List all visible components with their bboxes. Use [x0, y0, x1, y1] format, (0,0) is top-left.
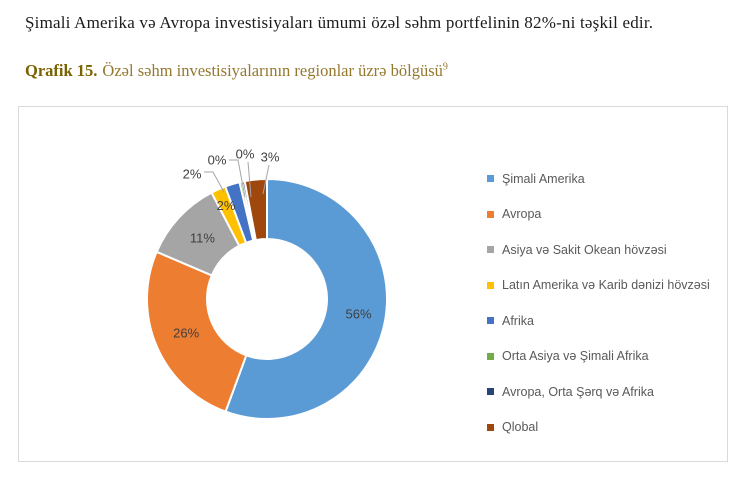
chart-caption: Qrafik 15. Özəl səhm investisiyalarının r…	[25, 61, 448, 81]
legend-label: Avropa, Orta Şərq və Afrika	[502, 384, 654, 399]
caption-number: Qrafik 15.	[25, 61, 98, 80]
legend-item-5: Orta Asiya və Şimali Afrika	[487, 339, 710, 375]
legend-swatch-icon	[487, 246, 494, 254]
legend-label: Latın Amerika və Karib dənizi hövzəsi	[502, 278, 710, 293]
donut-chart: 56% 26% 11% 2% 2% 0% 0% 3%	[146, 146, 388, 420]
leader-line-4	[204, 171, 225, 193]
legend-item-6: Avropa, Orta Şərq və Afrika	[487, 374, 710, 410]
slice-label-3: 2%	[217, 198, 236, 213]
donut-slice-0	[224, 177, 388, 420]
legend-swatch-icon	[487, 352, 494, 360]
legend-swatch-icon	[487, 317, 494, 325]
legend-swatch-icon	[487, 388, 494, 396]
legend-item-7: Qlobal	[487, 410, 710, 446]
legend-label: Orta Asiya və Şimali Afrika	[502, 349, 649, 364]
legend-swatch-icon	[487, 281, 494, 289]
legend-swatch-icon	[487, 423, 494, 431]
legend-label: Afrika	[502, 313, 534, 328]
slice-label-4: 2%	[183, 166, 202, 181]
donut-slice-1	[146, 250, 248, 413]
slice-label-7: 3%	[261, 149, 280, 164]
legend-item-2: Asiya və Sakit Okean hövzəsi	[487, 232, 710, 268]
slice-label-0: 56%	[346, 307, 372, 322]
leader-line-5	[229, 159, 246, 198]
legend-item-0: Şimali Amerika	[487, 161, 710, 197]
leader-line-6	[247, 161, 252, 198]
legend-label: Asiya və Sakit Okean hövzəsi	[502, 242, 667, 257]
legend-label: Avropa	[502, 207, 542, 222]
legend-item-4: Afrika	[487, 303, 710, 339]
caption-title: Özəl səhm investisiyalarının regionlar ü…	[102, 61, 443, 80]
chart-frame: 56% 26% 11% 2% 2% 0% 0% 3% Şimali Amerika Avropa…	[18, 106, 728, 462]
intro-paragraph: Şimali Amerika və Avropa investisiyaları…	[25, 13, 654, 32]
leader-line-7	[262, 164, 270, 195]
donut-slice-7	[243, 177, 268, 242]
legend-swatch-icon	[487, 210, 494, 218]
legend-item-3: Latın Amerika və Karib dənizi hövzəsi	[487, 268, 710, 304]
legend-label: Qlobal	[502, 420, 539, 435]
legend-item-1: Avropa	[487, 197, 710, 233]
caption-footnote-ref: 9	[442, 61, 448, 73]
slice-label-6: 0%	[236, 146, 255, 161]
slice-label-1: 26%	[173, 325, 199, 340]
legend-swatch-icon	[487, 175, 494, 183]
legend-label: Şimali Amerika	[502, 171, 585, 186]
slice-label-5: 0%	[208, 152, 227, 167]
chart-legend: Şimali Amerika Avropa Asiya və Sakit Okean…	[487, 161, 710, 445]
slice-label-2: 11%	[190, 231, 215, 246]
